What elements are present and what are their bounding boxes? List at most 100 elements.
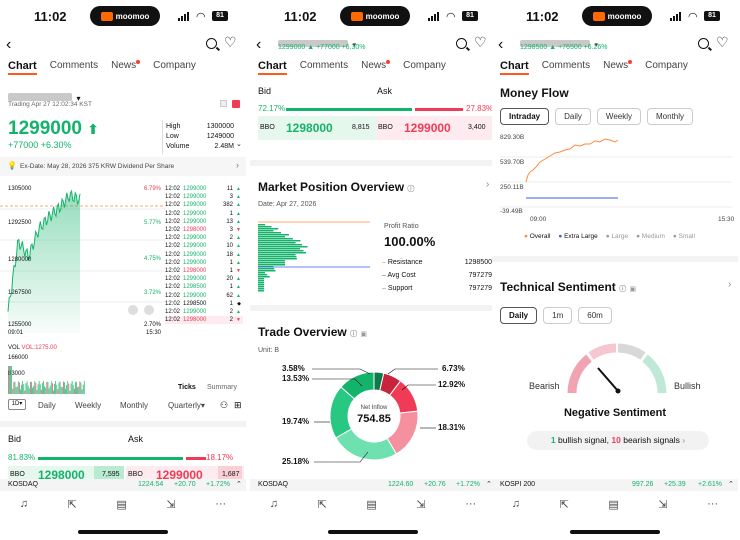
bid-bbo[interactable]: BBO 1298000 7,595 <box>8 466 124 479</box>
grid-icon[interactable]: ⊞ <box>234 400 242 410</box>
volume-bar <box>47 382 49 394</box>
stock-name[interactable]: ▾ <box>520 34 598 52</box>
alert-icon[interactable]: ♫ <box>511 498 521 510</box>
watchlist-heart-icon[interactable]: ♡ <box>716 34 729 50</box>
alert-icon[interactable]: ♫ <box>269 498 279 510</box>
tab-news[interactable]: News <box>111 60 141 75</box>
more-icon[interactable]: ··· <box>707 498 719 510</box>
tab-company[interactable]: Company <box>645 60 688 71</box>
more-icon[interactable]: ··· <box>465 498 477 510</box>
trade-donut-chart[interactable] <box>326 368 422 464</box>
volume-bar <box>64 382 65 394</box>
compare-icon[interactable]: ⇲ <box>658 499 668 511</box>
mf-tab-weekly[interactable]: Weekly <box>596 108 641 125</box>
watchlist-heart-icon[interactable]: ♡ <box>474 34 487 50</box>
note-icon[interactable]: ▤ <box>116 499 127 511</box>
signals-summary[interactable]: 1 bullish signal, 10 bearish signals › <box>527 431 709 450</box>
tab-chart[interactable]: Chart <box>258 60 287 75</box>
donut-slice[interactable] <box>340 371 375 400</box>
tab-news[interactable]: News <box>603 60 633 75</box>
back-icon[interactable]: ‹ <box>256 36 262 53</box>
search-icon[interactable] <box>206 38 217 49</box>
tab-news[interactable]: News <box>361 60 391 75</box>
ts-tab-60m[interactable]: 60m <box>578 307 612 324</box>
ts-tab-daily[interactable]: Daily <box>500 307 538 324</box>
intraday-chart[interactable] <box>0 180 166 340</box>
compare-icon[interactable]: ⇲ <box>416 499 426 511</box>
chevron-right-icon[interactable]: › <box>728 279 732 290</box>
bid-qty: 7,595 <box>102 471 120 478</box>
tab-comments[interactable]: Comments <box>541 60 591 71</box>
tab-company[interactable]: Company <box>403 60 446 71</box>
legend-large-label: Large <box>611 233 629 240</box>
info-icon[interactable]: ⓘ <box>619 286 627 293</box>
stock-name[interactable]: ▾ <box>278 34 356 52</box>
period-quarterly[interactable]: Quarterly▾ <box>168 401 205 410</box>
tab-ticks[interactable]: Ticks <box>178 384 196 391</box>
money-flow-chart[interactable] <box>500 132 732 214</box>
tick-time: 12:02 <box>165 227 181 234</box>
chevron-up-icon[interactable]: ⌃ <box>486 481 492 488</box>
info-icon[interactable]: ⓘ <box>350 331 358 338</box>
alert-icon[interactable]: ♫ <box>19 498 29 510</box>
market-position-title[interactable]: Market Position Overview ⓘ <box>258 180 414 194</box>
expand-icon[interactable] <box>144 305 154 315</box>
ask-bbo[interactable]: BBO 1299000 3,400 <box>376 116 492 140</box>
search-icon[interactable] <box>698 38 709 49</box>
trade-overview-title[interactable]: Trade Overview ⓘ ▣ <box>258 325 367 339</box>
mf-legend: ● Overall ● Extra Large ● Large ● Medium… <box>524 233 695 240</box>
bullish-count: 1 <box>550 435 556 445</box>
calendar-icon[interactable]: ▣ <box>629 286 637 293</box>
chevron-up-icon[interactable]: ⌃ <box>728 481 734 488</box>
index-ticker[interactable]: KOSDAQ 1224.54 +20.70 +1.72% ⌃ <box>0 479 246 491</box>
volume-bar <box>58 382 60 394</box>
indicator-icon[interactable]: ⚇ <box>220 400 229 410</box>
notification-dot-icon <box>386 60 391 64</box>
calendar-icon[interactable]: ▣ <box>360 331 368 338</box>
period-monthly[interactable]: Monthly <box>120 401 149 410</box>
tab-comments[interactable]: Comments <box>49 60 99 71</box>
ticks-list[interactable]: 12:02 1299000 11 ▲ 12:02 1299000 3 ▲ 12:02 129900… <box>165 185 243 325</box>
share-icon[interactable]: ⇱ <box>317 499 327 511</box>
info-icon[interactable]: ⓘ <box>407 186 415 193</box>
technical-sentiment-title[interactable]: Technical Sentiment ⓘ ▣ <box>500 280 636 294</box>
tab-chart[interactable]: Chart <box>500 60 529 75</box>
dividend-banner[interactable]: 💡 Ex-Date: May 28, 2026 375 KRW Dividend… <box>0 157 246 176</box>
tick-row: 12:02 1299000 2 ▲ <box>165 234 243 242</box>
share-icon[interactable]: ⇱ <box>67 499 77 511</box>
index-ticker[interactable]: KOSDAQ 1224.60 +20.76 +1.72% ⌃ <box>250 479 496 491</box>
search-icon[interactable] <box>456 38 467 49</box>
mf-tab-daily[interactable]: Daily <box>555 108 591 125</box>
more-icon[interactable]: ··· <box>215 498 227 510</box>
bid-bbo[interactable]: BBO 1298000 8,815 <box>258 116 376 140</box>
watchlist-heart-icon[interactable]: ♡ <box>224 34 237 50</box>
timeframe-selector[interactable]: 1D▾ <box>8 399 26 410</box>
back-icon[interactable]: ‹ <box>6 36 12 53</box>
tab-comments[interactable]: Comments <box>299 60 349 71</box>
volume-bar <box>32 387 33 394</box>
tab-company[interactable]: Company <box>153 60 196 71</box>
stock-name[interactable]: ▾ <box>8 88 80 106</box>
draw-tool-icon[interactable] <box>128 305 138 315</box>
share-icon[interactable]: ⇱ <box>559 499 569 511</box>
tick-row: 12:02 1298000 3 ▼ <box>165 226 243 234</box>
chip-bar <box>258 290 264 292</box>
mf-tab-intraday[interactable]: Intraday <box>500 108 550 125</box>
chevron-right-icon[interactable]: › <box>486 179 490 190</box>
period-daily[interactable]: Daily <box>38 401 56 410</box>
index-ticker[interactable]: KOSPI 200 997.26 +25.39 +2.61% ⌃ <box>492 479 738 491</box>
sentiment-verdict: Negative Sentiment <box>563 407 667 419</box>
ask-bbo[interactable]: BBO 1299000 1,687 <box>126 466 244 479</box>
mf-tab-monthly[interactable]: Monthly <box>647 108 694 125</box>
back-icon[interactable]: ‹ <box>498 36 504 53</box>
tab-chart[interactable]: Chart <box>8 60 37 75</box>
chevron-up-icon[interactable]: ⌃ <box>236 481 242 488</box>
tab-summary[interactable]: Summary <box>207 384 237 391</box>
period-weekly[interactable]: Weekly <box>75 401 102 410</box>
compare-icon[interactable]: ⇲ <box>166 499 176 511</box>
note-icon[interactable]: ▤ <box>366 499 377 511</box>
ts-tab-1m[interactable]: 1m <box>543 307 573 324</box>
section-divider <box>250 160 496 166</box>
chevron-down-icon[interactable]: ⌄ <box>236 141 242 148</box>
note-icon[interactable]: ▤ <box>608 499 619 511</box>
